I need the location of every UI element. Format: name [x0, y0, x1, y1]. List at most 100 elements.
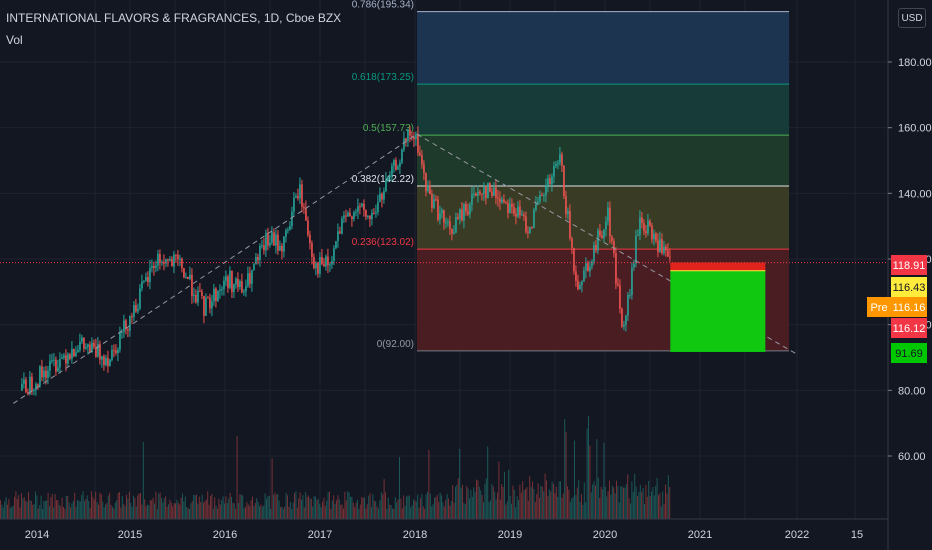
candle-body	[521, 214, 523, 216]
volume-bar	[28, 491, 29, 519]
volume-bar	[635, 486, 637, 519]
volume-bar	[653, 495, 655, 519]
volume-bar	[224, 503, 225, 519]
candle-body	[669, 256, 671, 258]
volume-bar	[275, 494, 277, 519]
volume-bar	[252, 496, 253, 519]
candle-body	[471, 193, 473, 205]
currency-button[interactable]: USD	[898, 8, 926, 28]
candle	[377, 194, 379, 216]
candle-body	[61, 357, 63, 359]
volume-bar	[156, 508, 158, 519]
candle	[481, 193, 483, 201]
volume-bar	[553, 483, 554, 519]
volume-bar	[116, 500, 118, 519]
volume-bar	[445, 500, 447, 519]
volume-bar	[627, 474, 629, 519]
volume-bar	[649, 496, 651, 519]
candle-body	[515, 213, 517, 217]
candle-body	[597, 230, 599, 251]
candle	[383, 187, 385, 204]
candle	[39, 365, 41, 389]
volume-bar	[665, 484, 666, 519]
candle-body	[375, 212, 377, 214]
volume-bar	[498, 461, 500, 519]
time-tick-label: 2021	[688, 529, 712, 541]
volume-bar	[551, 481, 553, 519]
volume-bar	[462, 484, 463, 519]
volume-bar	[253, 506, 255, 519]
volume-bar	[257, 501, 259, 519]
candle-body	[165, 259, 167, 264]
candle-body	[337, 231, 339, 242]
candle	[313, 253, 315, 270]
volume-bar	[161, 497, 162, 519]
candle	[485, 185, 487, 205]
candle-body	[373, 212, 375, 214]
trend-line[interactable]	[416, 133, 798, 355]
candle-body	[333, 248, 335, 261]
candle-body	[593, 244, 595, 262]
stop-loss-zone[interactable]	[670, 262, 766, 271]
volume-bar	[235, 508, 237, 519]
candle	[179, 254, 181, 267]
volume-bars	[0, 416, 671, 519]
trend-line[interactable]	[12, 133, 418, 404]
volume-bar	[58, 504, 60, 519]
volume-bar	[515, 507, 517, 519]
volume-bar	[33, 504, 35, 519]
candle-body	[91, 342, 93, 353]
candle	[355, 208, 357, 217]
volume-bar	[652, 487, 654, 519]
candle-body	[367, 215, 369, 217]
candle	[343, 211, 345, 224]
volume-bar	[219, 504, 221, 519]
candle-body	[207, 297, 209, 299]
candle	[51, 353, 53, 364]
candle-body	[211, 301, 213, 309]
volume-bar	[263, 505, 265, 519]
candle	[257, 253, 259, 265]
volume-bar	[89, 508, 91, 519]
candle-body	[229, 270, 231, 288]
candle-body	[455, 217, 457, 233]
candle	[189, 266, 191, 281]
candle-body	[449, 221, 451, 229]
short-position-tool[interactable]	[670, 262, 766, 352]
volume-bar	[518, 500, 519, 519]
volume-bar	[2, 507, 4, 519]
volume-bar	[438, 502, 440, 519]
volume-bar	[57, 500, 59, 519]
candle-body	[271, 232, 273, 243]
candle-body	[557, 163, 559, 165]
candle	[531, 226, 533, 230]
candle	[445, 217, 447, 229]
volume-bar	[329, 491, 330, 519]
candle	[83, 337, 85, 353]
volume-bar	[331, 500, 333, 519]
volume-bar	[357, 499, 358, 519]
candle-body	[403, 138, 405, 150]
volume-bar	[589, 445, 591, 519]
take-profit-zone[interactable]	[670, 270, 766, 352]
candle-body	[327, 256, 329, 266]
candle-body	[631, 267, 633, 295]
volume-bar	[611, 485, 613, 519]
time-axis[interactable]: 2014 2015 2016 2017 2018 2019 2020 2021 2022 15	[25, 529, 863, 541]
candle	[325, 254, 327, 271]
candle-body	[107, 357, 109, 367]
volume-bar	[40, 495, 42, 519]
volume-bar	[396, 502, 398, 519]
volume-bar	[540, 485, 542, 519]
volume-bar	[144, 499, 146, 519]
chart-title: INTERNATIONAL FLAVORS & FRAGRANCES, 1D, …	[6, 11, 342, 25]
candle-body	[355, 211, 357, 213]
volume-bar	[660, 506, 662, 519]
volume-bar	[49, 506, 50, 519]
volume-bar	[424, 508, 426, 519]
volume-bar	[436, 495, 438, 519]
candle-body	[381, 193, 383, 200]
volume-bar	[309, 498, 311, 519]
volume-bar	[93, 499, 95, 519]
